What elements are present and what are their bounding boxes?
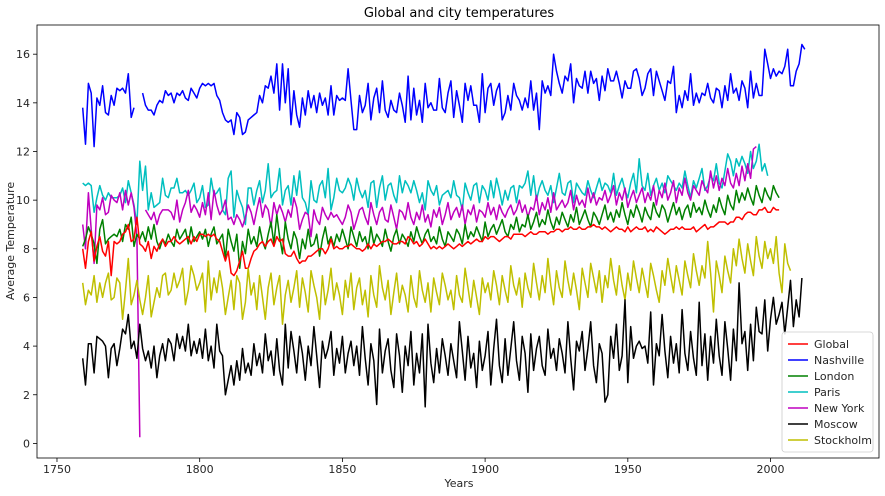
y-axis-ticks: 0 2 4 6 8 10 12 14 16 <box>16 48 37 450</box>
series-line-moscow <box>81 277 803 408</box>
legend-label: Paris <box>814 386 840 399</box>
series-line-global <box>81 206 780 277</box>
legend-label: Moscow <box>814 418 858 431</box>
legend-box <box>781 331 874 453</box>
x-tick-label: 1800 <box>186 463 214 476</box>
plot-lines <box>81 43 806 438</box>
y-axis-label: Average Temperature <box>4 182 17 301</box>
x-axis-ticks: 1750 1800 1850 1900 1950 2000 <box>43 458 785 476</box>
series-line-nashville <box>81 43 806 148</box>
chart-legend: Global Nashville London Paris New York Moscow… <box>781 331 874 453</box>
y-tick-label: 6 <box>23 291 30 304</box>
x-tick-label: 1750 <box>43 463 71 476</box>
y-tick-label: 4 <box>23 340 30 353</box>
y-tick-label: 2 <box>23 389 30 402</box>
legend-label: London <box>814 370 854 383</box>
x-axis-label: Years <box>443 477 473 490</box>
chart-title: Global and city temperatures <box>364 6 555 21</box>
x-tick-label: 1850 <box>328 463 356 476</box>
series-line-london <box>81 184 780 270</box>
y-tick-label: 14 <box>16 97 30 110</box>
x-tick-label: 2000 <box>757 463 785 476</box>
y-tick-label: 0 <box>23 437 30 450</box>
x-tick-label: 1950 <box>614 463 642 476</box>
y-tick-label: 12 <box>16 145 30 158</box>
y-tick-label: 10 <box>16 194 30 207</box>
y-tick-label: 8 <box>23 243 30 256</box>
legend-label: Nashville <box>814 354 864 367</box>
series-line-stockholm <box>81 235 792 325</box>
legend-label: New York <box>814 402 865 415</box>
legend-label: Global <box>814 338 849 351</box>
x-tick-label: 1900 <box>471 463 499 476</box>
legend-label: Stockholm <box>814 434 872 447</box>
plot-frame <box>36 24 880 459</box>
y-tick-label: 16 <box>16 48 30 61</box>
